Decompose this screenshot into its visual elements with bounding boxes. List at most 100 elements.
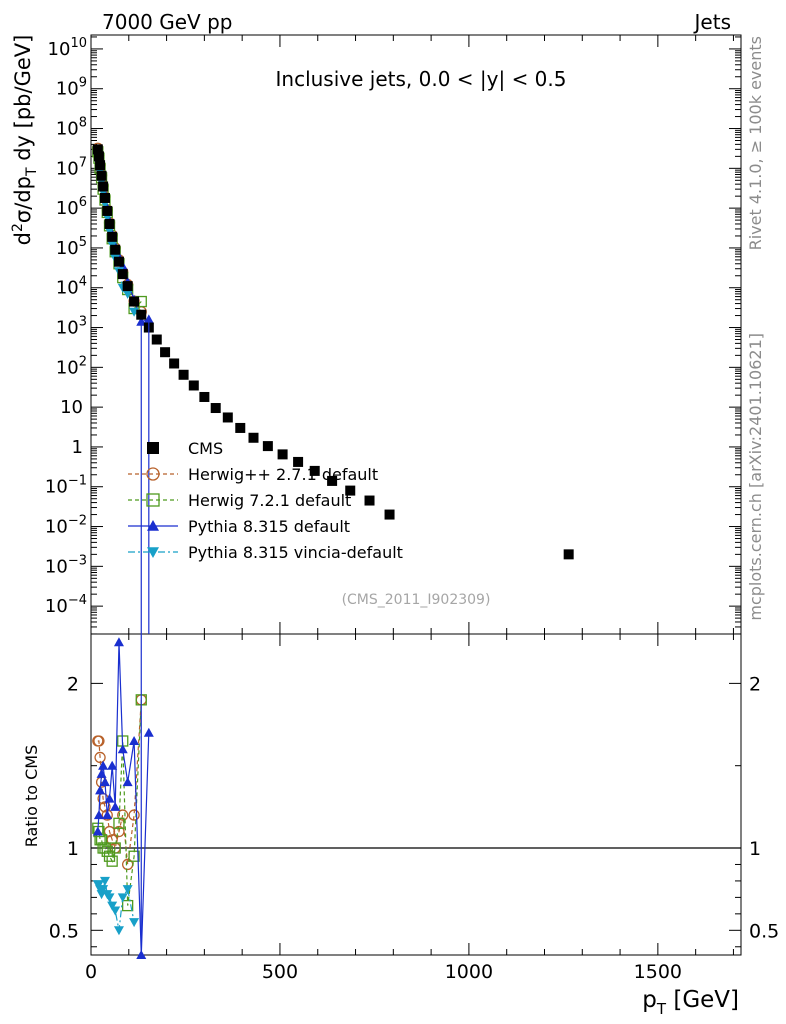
ratio-point xyxy=(107,901,118,911)
legend-marker xyxy=(147,442,159,454)
ratio-y-tick-label-right: 0.5 xyxy=(749,920,779,942)
x-tick-label: 1500 xyxy=(634,961,682,983)
analysis-watermark: (CMS_2011_I902309) xyxy=(342,592,491,608)
x-tick-label: 500 xyxy=(262,961,298,983)
y-tick-label: 1010 xyxy=(48,36,87,60)
ratio-point xyxy=(94,751,106,764)
data-point xyxy=(235,422,246,433)
x-axis-label: pT [GeV] xyxy=(642,987,739,1018)
pythia-error-bars xyxy=(140,319,150,634)
ratio-point xyxy=(104,793,115,803)
data-point xyxy=(248,432,259,443)
ratio-point xyxy=(102,810,113,820)
data-point xyxy=(96,170,107,181)
y-tick-label: 102 xyxy=(56,354,87,378)
ratio-y-tick-label: 1 xyxy=(67,838,79,860)
ratio-point xyxy=(128,809,140,821)
ratio-point xyxy=(109,842,121,854)
y-tick-label: 106 xyxy=(56,195,87,219)
ratio-point xyxy=(99,777,110,787)
ratio-series-3 xyxy=(92,876,140,936)
ratio-point xyxy=(93,810,104,820)
ratio-panel-frame xyxy=(90,633,742,956)
y-tick-label: 105 xyxy=(56,235,87,259)
data-point xyxy=(188,380,199,391)
ratio-point xyxy=(98,885,109,895)
data-point xyxy=(122,281,133,292)
ratio-y-tick-label: 2 xyxy=(67,673,79,695)
ratio-point xyxy=(99,876,110,886)
ratio-point xyxy=(129,736,140,745)
legend-label: Herwig 7.2.1 default xyxy=(188,491,351,510)
data-point xyxy=(210,403,221,414)
legend-label: Pythia 8.315 default xyxy=(188,517,350,536)
y-tick-label: 10−4 xyxy=(45,593,87,617)
y-tick-label: 10 xyxy=(60,397,83,418)
data-point xyxy=(98,181,109,192)
y-tick-label: 1 xyxy=(72,437,83,458)
series-0 xyxy=(92,144,574,560)
y-tick-label: 10−3 xyxy=(45,553,87,577)
data-point xyxy=(95,160,106,171)
ratio-point xyxy=(113,637,124,647)
ratio-point xyxy=(122,885,133,895)
ratio-line xyxy=(97,699,142,906)
legend-entry: Pythia 8.315 default xyxy=(128,517,350,536)
legend-entry: Herwig++ 2.7.1 default xyxy=(128,465,378,484)
legend-marker xyxy=(147,547,159,558)
y-tick-label: 104 xyxy=(56,275,87,299)
ratio-point xyxy=(106,855,118,867)
x-tick-label: 1000 xyxy=(445,961,493,983)
ratio-point xyxy=(95,785,106,795)
data-point xyxy=(102,205,113,216)
ratio-point xyxy=(143,727,154,737)
main-axes: 101010910810710610510410310210110−110−21… xyxy=(10,35,741,955)
ratio-series xyxy=(92,634,154,959)
ratio-y-tick-label: 0.5 xyxy=(49,920,79,942)
main-y-axis-label: d2σ/dpT dy [pb/GeV] xyxy=(10,35,40,246)
data-point xyxy=(104,226,115,236)
x-tick-label: 0 xyxy=(85,961,97,983)
legend-marker xyxy=(146,467,160,481)
data-point xyxy=(309,465,320,476)
ratio-point xyxy=(122,777,133,787)
header-energy: 7000 GeV pp xyxy=(102,10,233,34)
ratio-point xyxy=(98,760,109,770)
ratio-series-1 xyxy=(92,694,147,912)
data-point xyxy=(178,369,189,380)
data-point xyxy=(92,144,103,155)
legend-entry: Pythia 8.315 vincia-default xyxy=(128,543,403,562)
y-tick-label: 107 xyxy=(56,155,87,179)
ratio-point xyxy=(93,825,105,838)
data-point xyxy=(129,296,140,307)
data-point xyxy=(122,289,133,299)
ratio-point xyxy=(93,880,104,890)
y-tick-label: 109 xyxy=(56,76,87,100)
legend-entry: CMS xyxy=(147,439,223,458)
side-label-rivet: Rivet 4.1.0, ≥ 100k events xyxy=(746,36,765,250)
data-point xyxy=(327,475,338,486)
data-point xyxy=(117,269,128,280)
data-point xyxy=(136,316,147,326)
legend-label: CMS xyxy=(188,439,223,458)
data-point xyxy=(199,391,210,402)
ratio-point xyxy=(110,906,121,916)
data-point xyxy=(293,456,304,467)
ratio-y-tick-label-right: 2 xyxy=(749,673,761,695)
legend-label: Pythia 8.315 vincia-default xyxy=(188,543,403,562)
data-point xyxy=(169,358,180,369)
ratio-point xyxy=(122,899,134,912)
ratio-series-2 xyxy=(92,637,154,959)
y-tick-label: 108 xyxy=(56,116,87,140)
data-point xyxy=(104,218,115,229)
data-point xyxy=(93,151,104,162)
data-point xyxy=(136,309,147,320)
data-point xyxy=(99,192,110,203)
data-point xyxy=(151,334,162,345)
ratio-y-tick-label-right: 1 xyxy=(749,838,761,860)
main-series xyxy=(92,142,574,634)
data-point xyxy=(364,495,375,506)
y-tick-label: 10−2 xyxy=(45,514,87,538)
ratio-point xyxy=(113,817,125,829)
